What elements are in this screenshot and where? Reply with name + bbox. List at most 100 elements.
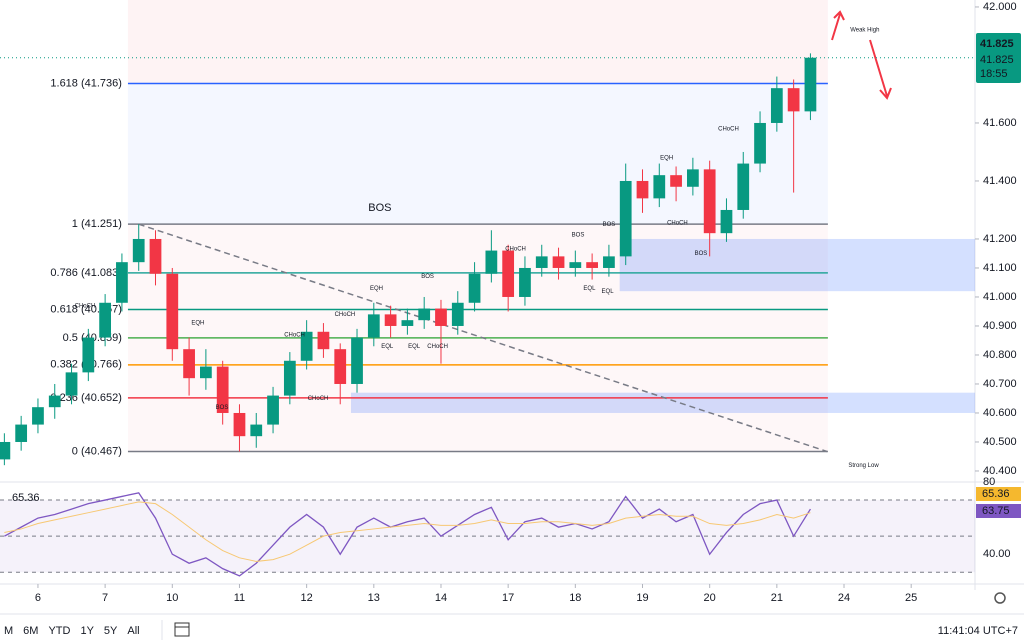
candle-body <box>65 372 78 396</box>
x-tick-label: 24 <box>838 592 850 604</box>
candle-body <box>418 308 431 321</box>
premium-zone <box>127 0 828 84</box>
candle-body <box>132 238 145 263</box>
candle-body <box>502 250 515 297</box>
annotation: EQH <box>191 321 204 327</box>
y-tick-label: 40.900 <box>983 320 1017 332</box>
x-tick-label: 17 <box>502 592 514 604</box>
x-tick-label: 19 <box>636 592 648 604</box>
range-button[interactable]: 6M <box>23 625 38 637</box>
candle-body <box>653 175 666 199</box>
candle-body <box>0 441 11 460</box>
candle-body <box>233 412 246 437</box>
trendline <box>138 223 828 453</box>
candle-body <box>636 180 649 199</box>
calendar-icon[interactable] <box>174 622 190 637</box>
arrow-up <box>831 10 845 41</box>
candle-body <box>317 331 330 350</box>
x-tick-label: 6 <box>35 592 41 604</box>
annotation: CHoCH <box>718 126 739 132</box>
countdown: 18:55 <box>980 68 1008 80</box>
order-block <box>619 238 975 292</box>
rsi-badge <box>976 487 1021 501</box>
candle-body <box>804 57 817 112</box>
candle-body <box>787 88 800 112</box>
range-button[interactable]: 5Y <box>104 625 118 637</box>
candle-body <box>468 273 481 303</box>
rsi-badge-label: 63.75 <box>982 505 1010 517</box>
y-tick-label: 42.000 <box>983 1 1017 13</box>
annotation: CHoCH <box>505 247 526 253</box>
price-badge <box>976 33 1021 83</box>
fib-zone <box>127 83 828 225</box>
y-tick-label: 41.000 <box>983 291 1017 303</box>
x-tick-label: 7 <box>102 592 108 604</box>
range-button[interactable]: YTD <box>48 625 70 637</box>
candle-body <box>401 320 414 326</box>
y-tick-label: 40.700 <box>983 378 1017 390</box>
candle-body <box>267 395 279 425</box>
candle-body <box>250 424 263 437</box>
annotation: BOS <box>695 251 708 257</box>
y-tick-label: 40.800 <box>983 349 1017 361</box>
candle-body <box>569 262 582 268</box>
candle-body <box>586 262 598 268</box>
annotation: CHoCH <box>75 303 96 309</box>
annotation: Strong Low <box>848 463 879 469</box>
candle-body <box>15 424 28 442</box>
x-tick-label: 25 <box>905 592 917 604</box>
annotation: CHoCH <box>308 396 329 402</box>
calendar-box <box>174 622 190 637</box>
candle-body <box>82 337 95 373</box>
rsi-line <box>4 492 811 577</box>
annotation: BOS <box>368 202 391 214</box>
candle-body <box>435 308 447 326</box>
candle-body <box>737 163 750 210</box>
x-tick-label: 18 <box>569 592 581 604</box>
bid-label: 41.825 <box>980 54 1014 66</box>
annotation: Weak High <box>850 28 879 34</box>
candle-body <box>166 273 179 350</box>
candle-body <box>485 250 498 274</box>
annotation: BOS <box>603 222 616 228</box>
rsi-tick-label: 40.00 <box>983 548 1011 560</box>
x-tick-label: 12 <box>301 592 313 604</box>
rsi-line <box>4 501 811 562</box>
rsi-badge-label: 65.36 <box>982 488 1010 500</box>
range-button[interactable]: All <box>127 625 139 637</box>
candle-body <box>48 395 61 408</box>
x-tick-label: 21 <box>771 592 783 604</box>
candle-body <box>519 267 531 297</box>
candle-body <box>754 122 766 164</box>
annotation: CHoCH <box>335 312 356 318</box>
range-button[interactable]: M <box>4 625 13 637</box>
annotation: BOS <box>216 405 229 411</box>
arrow-down <box>869 39 892 100</box>
candle-body <box>670 175 682 187</box>
candle-body <box>703 169 716 234</box>
candle-body <box>552 256 565 268</box>
rsi-legend: 65.36 <box>12 492 40 504</box>
candle-body <box>451 302 464 326</box>
candle-body <box>116 262 128 303</box>
candle-body <box>200 366 212 379</box>
candle-body <box>183 349 195 379</box>
annotation: CHoCH <box>427 344 448 350</box>
annotation: CHoCH <box>284 332 305 338</box>
x-tick-label: 20 <box>704 592 716 604</box>
y-tick-label: 40.600 <box>983 407 1017 419</box>
fib-label: 0.786 (41.083) <box>50 267 122 279</box>
candle-body <box>603 256 615 268</box>
range-button[interactable]: 1Y <box>80 625 94 637</box>
candle-body <box>384 314 397 326</box>
annotation: EQL <box>602 289 615 295</box>
candle-body <box>149 238 162 274</box>
candle-body <box>283 360 296 396</box>
annotation: EQH <box>370 286 383 292</box>
candle-body <box>216 366 229 413</box>
fib-label: 0.236 (40.652) <box>50 392 122 404</box>
settings-icon[interactable] <box>994 592 1006 604</box>
y-tick-label: 41.600 <box>983 117 1017 129</box>
y-tick-label: 41.400 <box>983 175 1017 187</box>
